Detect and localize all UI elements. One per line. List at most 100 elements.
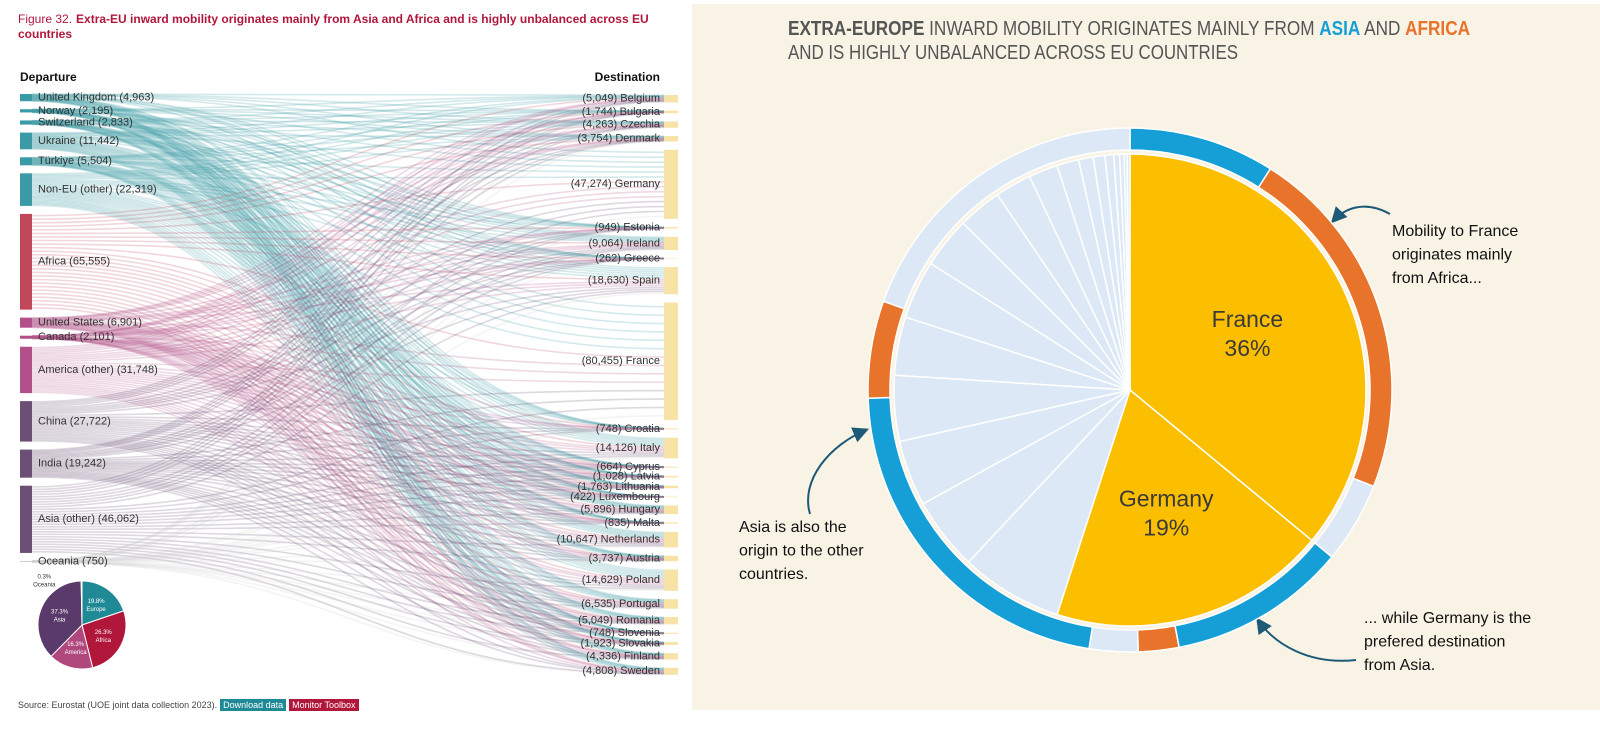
- annotation: from Africa...: [1392, 270, 1482, 287]
- departure-node: [20, 485, 32, 553]
- flow: [31, 435, 665, 635]
- departure-node: [20, 317, 32, 328]
- donut-chart: EXTRA-EUROPE INWARD MOBILITY ORIGINATES …: [739, 18, 1531, 674]
- flow: [31, 522, 665, 531]
- flow: [31, 126, 665, 562]
- flow: [31, 138, 665, 337]
- flow: [31, 146, 665, 634]
- flow: [31, 122, 665, 159]
- flow: [31, 236, 665, 244]
- flow: [31, 135, 665, 241]
- destination-label: (3,737) Austria: [588, 552, 660, 564]
- flow: [31, 110, 665, 176]
- flow: [31, 561, 665, 676]
- destination-label: (1,923) Slovakia: [581, 637, 661, 649]
- annotation: origin to the other: [739, 543, 864, 560]
- flow: [31, 124, 665, 352]
- flow: [31, 337, 665, 543]
- departure-label: United States (6,901): [38, 317, 142, 329]
- flow: [31, 97, 665, 217]
- destination-node: [664, 258, 678, 259]
- flow: [31, 111, 665, 619]
- flow: [31, 190, 665, 488]
- inset-value-label: 37.3%: [51, 610, 69, 616]
- flow: [31, 257, 665, 322]
- flow: [31, 110, 665, 508]
- flow: [31, 200, 665, 409]
- flow: [31, 322, 665, 511]
- flow: [31, 95, 665, 308]
- destination-node: [664, 466, 678, 468]
- flow: [31, 123, 665, 656]
- flow: [31, 191, 665, 498]
- destination-node: [664, 236, 678, 251]
- flow: [31, 336, 665, 489]
- flow: [31, 475, 665, 660]
- flow: [31, 181, 665, 260]
- flow: [31, 434, 665, 624]
- flow: [31, 322, 665, 498]
- flow: [31, 93, 665, 112]
- flow: [31, 121, 665, 443]
- flow: [31, 560, 665, 591]
- flow: [31, 99, 665, 403]
- flow: [31, 245, 665, 412]
- flow: [31, 96, 665, 440]
- flow: [31, 120, 665, 260]
- flow: [31, 98, 665, 572]
- flow: [31, 180, 665, 243]
- flow: [31, 324, 665, 606]
- flow: [31, 110, 665, 558]
- flow: [31, 278, 665, 540]
- flow: [31, 134, 665, 168]
- toolbox-button[interactable]: Monitor Toolbox: [289, 699, 359, 711]
- destination-label: (1,763) Lithuania: [577, 481, 660, 493]
- flow: [31, 456, 665, 563]
- slice-category-label: Germany: [1119, 486, 1214, 512]
- flow: [31, 379, 665, 561]
- destination-node: [664, 569, 678, 591]
- slice-value-label: 19%: [1143, 515, 1189, 541]
- flow: [31, 140, 665, 478]
- departure-label: Switzerland (2,833): [38, 116, 133, 128]
- inset-category-label: America: [65, 650, 88, 656]
- flow: [31, 227, 665, 501]
- flow: [31, 336, 665, 452]
- flow: [31, 289, 665, 605]
- annotation-arrow: [1256, 617, 1357, 662]
- flow: [31, 476, 665, 675]
- flow: [31, 336, 665, 524]
- flow: [31, 545, 665, 646]
- flow: [31, 94, 665, 111]
- flow: [31, 467, 665, 525]
- flow: [31, 111, 665, 337]
- flow: [31, 243, 665, 321]
- flow: [31, 203, 665, 657]
- flow: [31, 125, 665, 406]
- flow: [31, 227, 665, 358]
- flow: [31, 245, 665, 359]
- flow: [31, 145, 665, 603]
- flow: [31, 98, 665, 557]
- destination-label: (422) Luxembourg: [570, 491, 660, 503]
- flow: [31, 292, 665, 563]
- flow: [31, 143, 665, 537]
- flow: [31, 243, 665, 281]
- flow: [31, 363, 665, 430]
- flow: [31, 133, 665, 139]
- donut-slice: [967, 389, 1131, 616]
- flow: [31, 548, 665, 660]
- flow: [31, 321, 665, 478]
- flow: [31, 260, 665, 478]
- flow: [31, 533, 665, 562]
- annotation: from Asia.: [1364, 657, 1435, 674]
- inset-category-label: Oceania: [33, 583, 56, 589]
- flow: [31, 561, 665, 646]
- departure-label: Canada (2,101): [38, 331, 114, 343]
- flow: [31, 323, 665, 524]
- flow: [31, 98, 665, 601]
- download-button[interactable]: Download data: [220, 699, 287, 711]
- departure-node: [20, 132, 32, 150]
